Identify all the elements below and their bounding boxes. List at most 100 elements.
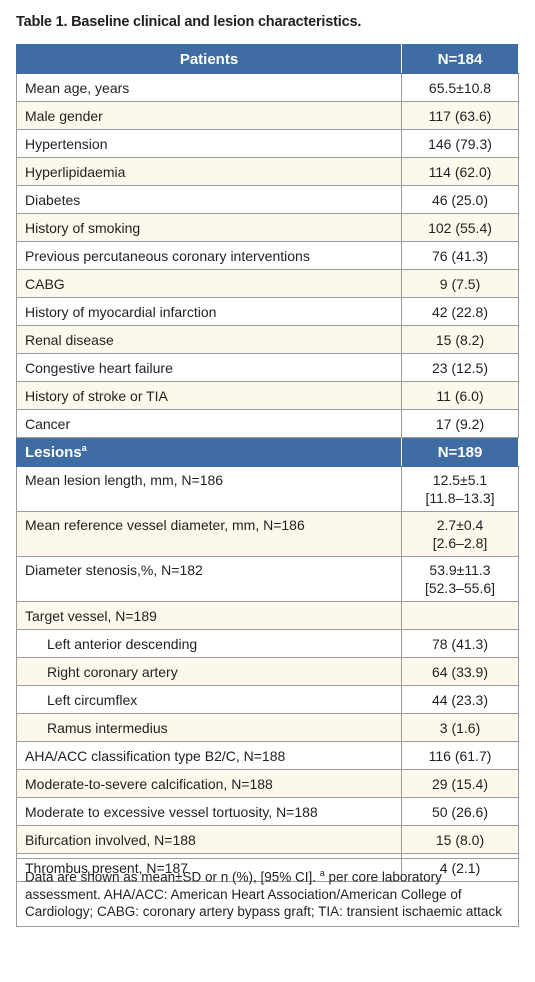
row-value: 11 (6.0) bbox=[401, 381, 519, 410]
table-row: Renal disease 15 (8.2) bbox=[16, 325, 519, 354]
row-value: 146 (79.3) bbox=[401, 129, 519, 158]
header-value: N=184 bbox=[401, 44, 519, 74]
value-line: 2.7±0.4 bbox=[436, 517, 484, 533]
row-label: Diameter stenosis,%, N=182 bbox=[16, 556, 402, 602]
row-label: Renal disease bbox=[16, 325, 402, 354]
header-label: Lesionsa bbox=[16, 437, 402, 467]
row-value: 53.9±11.3 [52.3–55.6] bbox=[401, 556, 519, 602]
table-row: Target vessel, N=189 bbox=[16, 601, 519, 630]
table-row: CABG 9 (7.5) bbox=[16, 269, 519, 298]
row-value: 42 (22.8) bbox=[401, 297, 519, 326]
row-value: 23 (12.5) bbox=[401, 353, 519, 382]
table-row: History of smoking 102 (55.4) bbox=[16, 213, 519, 242]
row-label: Mean reference vessel diameter, mm, N=18… bbox=[16, 511, 402, 557]
row-label: AHA/ACC classification type B2/C, N=188 bbox=[16, 741, 402, 770]
row-label: Moderate-to-severe calcification, N=188 bbox=[16, 769, 402, 798]
row-label: Left circumflex bbox=[16, 685, 402, 714]
row-label: Moderate to excessive vessel tortuosity,… bbox=[16, 797, 402, 826]
row-label: Bifurcation involved, N=188 bbox=[16, 825, 402, 854]
footnote-text: per core laboratory assessment. AHA/ACC:… bbox=[25, 869, 502, 919]
header-note: a bbox=[81, 443, 87, 453]
row-label: History of smoking bbox=[16, 213, 402, 242]
table-row: Thrombus present, N=187 4 (2.1) bbox=[16, 853, 519, 882]
table-row: AHA/ACC classification type B2/C, N=188 1… bbox=[16, 741, 519, 770]
value-line: 53.9±11.3 bbox=[429, 562, 491, 578]
row-label: Diabetes bbox=[16, 185, 402, 214]
value-line: [52.3–55.6] bbox=[424, 580, 496, 596]
row-value: 64 (33.9) bbox=[401, 657, 519, 686]
value-line: [11.8–13.3] bbox=[425, 490, 495, 506]
row-label: Hyperlipidaemia bbox=[16, 157, 402, 186]
row-value: 117 (63.6) bbox=[401, 101, 519, 130]
row-label: Congestive heart failure bbox=[16, 353, 402, 382]
row-value: 65.5±10.8 bbox=[401, 73, 519, 102]
table-row: History of stroke or TIA 11 (6.0) bbox=[16, 381, 519, 410]
table-row: Previous percutaneous coronary intervent… bbox=[16, 241, 519, 270]
row-label: Target vessel, N=189 bbox=[16, 601, 402, 630]
row-label: Thrombus present, N=187 bbox=[16, 853, 402, 882]
table-row: Cancer 17 (9.2) bbox=[16, 409, 519, 438]
row-value: 17 (9.2) bbox=[401, 409, 519, 438]
row-value: 3 (1.6) bbox=[401, 713, 519, 742]
table-row: Mean age, years 65.5±10.8 bbox=[16, 73, 519, 102]
row-value: 15 (8.0) bbox=[401, 825, 519, 854]
table-row: Mean lesion length, mm, N=186 12.5±5.1 [11… bbox=[16, 466, 519, 512]
footnote-text: Data are shown as mean±SD or n (%), [95%… bbox=[25, 869, 320, 885]
table-row: Moderate-to-severe calcification, N=188 2… bbox=[16, 769, 519, 798]
row-value: 9 (7.5) bbox=[401, 269, 519, 298]
table-row: Moderate to excessive vessel tortuosity,… bbox=[16, 797, 519, 826]
row-label: Cancer bbox=[16, 409, 402, 438]
table-row: Diameter stenosis,%, N=182 53.9±11.3 [52.3… bbox=[16, 556, 519, 602]
row-value: 29 (15.4) bbox=[401, 769, 519, 798]
row-value bbox=[401, 601, 519, 630]
row-label: CABG bbox=[16, 269, 402, 298]
section-header: Patients N=184 bbox=[16, 44, 519, 74]
row-value: 78 (41.3) bbox=[401, 629, 519, 658]
header-text: Patients bbox=[179, 50, 239, 68]
row-label: Previous percutaneous coronary intervent… bbox=[16, 241, 402, 270]
footnote: Data are shown as mean±SD or n (%), [95%… bbox=[16, 858, 519, 927]
table-row: Ramus intermedius 3 (1.6) bbox=[16, 713, 519, 742]
row-value: 15 (8.2) bbox=[401, 325, 519, 354]
table-row: Left anterior descending 78 (41.3) bbox=[16, 629, 519, 658]
table-row: History of myocardial infarction 42 (22.8… bbox=[16, 297, 519, 326]
value-line: 12.5±5.1 bbox=[432, 472, 488, 488]
row-value: 4 (2.1) bbox=[401, 853, 519, 882]
table-row: Congestive heart failure 23 (12.5) bbox=[16, 353, 519, 382]
row-value: 114 (62.0) bbox=[401, 157, 519, 186]
row-label: Hypertension bbox=[16, 129, 402, 158]
row-value: 2.7±0.4 [2.6–2.8] bbox=[401, 511, 519, 557]
table-row: Hyperlipidaemia 114 (62.0) bbox=[16, 157, 519, 186]
table-title: Table 1. Baseline clinical and lesion ch… bbox=[16, 14, 362, 30]
table-row: Diabetes 46 (25.0) bbox=[16, 185, 519, 214]
row-label: Male gender bbox=[16, 101, 402, 130]
data-table: Patients N=184 Mean age, years 65.5±10.8 Mal… bbox=[16, 44, 519, 882]
footnote-mark: a bbox=[319, 868, 325, 878]
value-line: [2.6–2.8] bbox=[432, 535, 488, 551]
row-label: Mean lesion length, mm, N=186 bbox=[16, 466, 402, 512]
row-label: Ramus intermedius bbox=[16, 713, 402, 742]
table-row: Male gender 117 (63.6) bbox=[16, 101, 519, 130]
row-label: Right coronary artery bbox=[16, 657, 402, 686]
section-header: Lesionsa N=189 bbox=[16, 437, 519, 467]
row-value: 102 (55.4) bbox=[401, 213, 519, 242]
table-row: Mean reference vessel diameter, mm, N=18… bbox=[16, 511, 519, 557]
row-value: 116 (61.7) bbox=[401, 741, 519, 770]
row-value: 46 (25.0) bbox=[401, 185, 519, 214]
row-value: 50 (26.6) bbox=[401, 797, 519, 826]
row-label: History of myocardial infarction bbox=[16, 297, 402, 326]
row-value: 12.5±5.1 [11.8–13.3] bbox=[401, 466, 519, 512]
row-value: 44 (23.3) bbox=[401, 685, 519, 714]
table-row: Right coronary artery 64 (33.9) bbox=[16, 657, 519, 686]
row-label: Left anterior descending bbox=[16, 629, 402, 658]
row-label: History of stroke or TIA bbox=[16, 381, 402, 410]
header-value: N=189 bbox=[401, 437, 519, 467]
table-row: Bifurcation involved, N=188 15 (8.0) bbox=[16, 825, 519, 854]
table-row: Left circumflex 44 (23.3) bbox=[16, 685, 519, 714]
table-row: Hypertension 146 (79.3) bbox=[16, 129, 519, 158]
header-text: Lesions bbox=[25, 444, 82, 461]
row-value: 76 (41.3) bbox=[401, 241, 519, 270]
header-label: Patients bbox=[16, 44, 402, 74]
